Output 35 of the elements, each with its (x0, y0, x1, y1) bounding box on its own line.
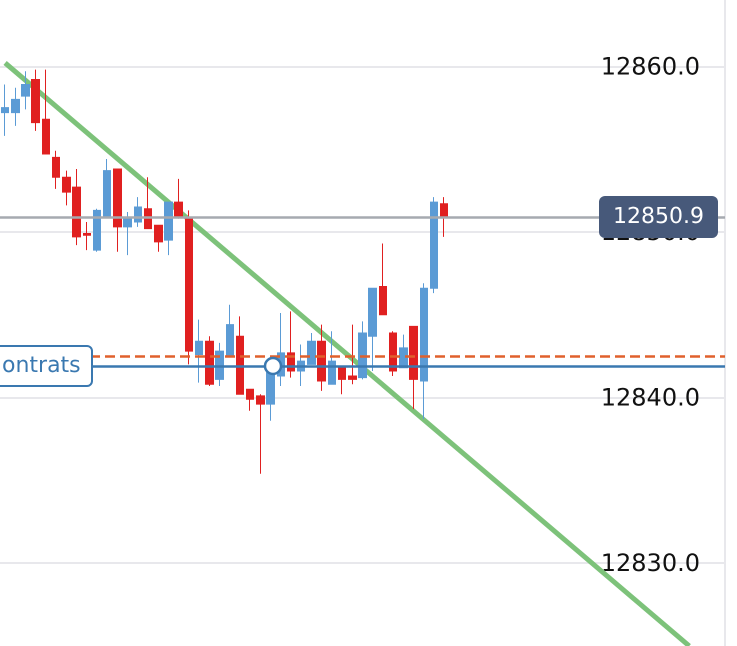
candlestick (440, 196, 448, 238)
candlestick (21, 70, 30, 110)
candlestick (185, 210, 193, 365)
candlestick (154, 224, 163, 252)
candlestick (348, 324, 357, 385)
candlestick (83, 221, 91, 251)
candlestick (93, 208, 101, 252)
y-tick-label: 12860.0 (600, 52, 700, 80)
ref-line-label: 12850.9 (599, 196, 718, 238)
candlestick (205, 336, 214, 386)
candlestick (11, 87, 20, 126)
candlestick (42, 69, 50, 155)
candlestick (409, 326, 418, 410)
candlestick (246, 388, 254, 412)
candlestick (123, 212, 132, 256)
candlestick (1, 84, 9, 136)
candlestick (103, 158, 111, 218)
ref-line-label: ontrats (0, 345, 93, 388)
candlestick (256, 394, 265, 474)
candlestick (420, 282, 428, 420)
candlestick (266, 372, 275, 422)
candlestick (113, 168, 122, 252)
y-tick-label: 12840.0 (600, 384, 700, 412)
y-tick-label: 12830.0 (600, 549, 700, 578)
candlestick (226, 304, 234, 357)
candlestick (164, 202, 173, 256)
candlestick (338, 367, 346, 395)
candlestick (195, 319, 203, 384)
candlestick (236, 316, 244, 395)
candlestick (307, 332, 316, 365)
candlestick (430, 196, 438, 294)
candlestick (52, 150, 60, 190)
candlestick (379, 242, 387, 316)
candlestick (328, 330, 336, 385)
candlestick (31, 69, 40, 132)
